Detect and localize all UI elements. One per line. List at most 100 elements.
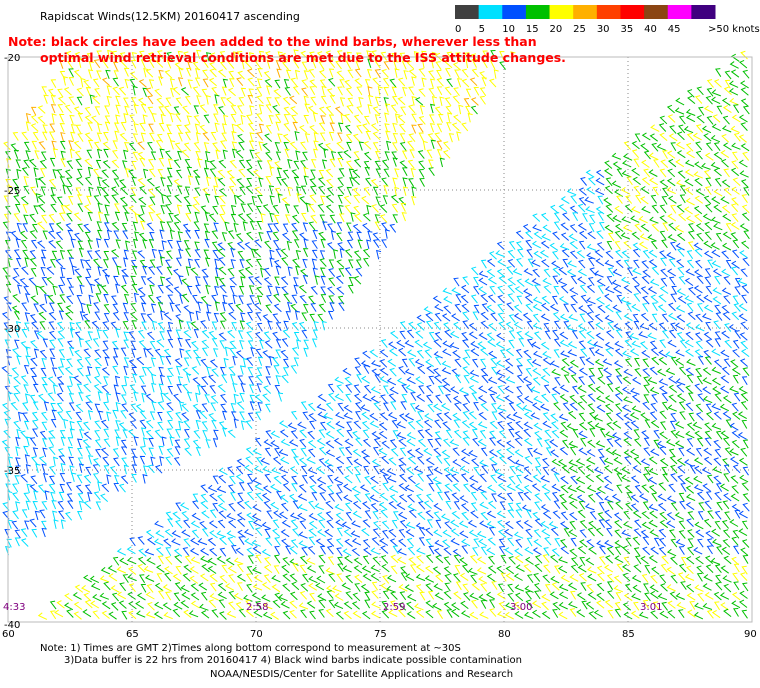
wind-barb: [5, 178, 11, 188]
wind-barb: [138, 574, 146, 584]
wind-barb: [270, 483, 280, 492]
wind-barb: [317, 204, 325, 213]
wind-barb: [614, 348, 624, 357]
wind-barb: [201, 421, 209, 430]
wind-barb: [505, 347, 514, 357]
wind-barb: [269, 166, 275, 176]
wind-barb: [345, 87, 353, 97]
wind-barb: [83, 383, 91, 393]
wind-barb: [207, 557, 217, 566]
wind-barb: [586, 330, 595, 340]
wind-barb: [577, 323, 587, 332]
wind-barb: [248, 52, 254, 62]
wind-barb: [558, 591, 569, 600]
wind-barb: [460, 473, 469, 482]
wind-barb: [292, 500, 299, 510]
wind-barb: [729, 61, 739, 69]
wind-barb: [249, 221, 255, 231]
wind-barb: [421, 77, 427, 88]
wind-barb: [446, 51, 453, 61]
wind-barb: [578, 187, 587, 196]
wind-barb: [510, 51, 516, 61]
wind-barb: [506, 483, 516, 492]
wind-barb: [588, 367, 596, 377]
wind-barb: [97, 202, 103, 213]
wind-barb: [316, 403, 326, 412]
wind-barb: [698, 106, 705, 116]
wind-barb: [587, 591, 597, 600]
wind-barb: [197, 158, 203, 168]
wind-barb: [472, 311, 479, 321]
wind-barb: [49, 123, 56, 133]
wind-barb: [245, 608, 254, 618]
wind-barb: [102, 349, 110, 358]
wind-barb: [245, 456, 254, 465]
wind-barb: [568, 493, 578, 502]
wind-barb: [151, 112, 157, 123]
wind-barb: [209, 530, 218, 539]
wind-barb: [739, 250, 748, 259]
wind-barb: [287, 266, 293, 277]
wind-barb: [6, 538, 12, 548]
wind-barb: [160, 392, 166, 403]
wind-barb: [559, 313, 570, 322]
wind-barb: [94, 403, 100, 413]
wind-barb: [48, 302, 55, 312]
wind-barb: [639, 341, 648, 350]
wind-barb: [181, 403, 189, 413]
wind-barb: [470, 294, 478, 304]
wind-barb: [643, 384, 650, 394]
wind-barb: [479, 501, 489, 510]
wind-barb: [351, 601, 360, 610]
wind-barb: [303, 175, 309, 186]
wind-barb: [53, 519, 59, 529]
wind-barb: [370, 573, 380, 581]
wind-barb: [722, 529, 731, 538]
wind-barb: [76, 295, 82, 304]
wind-barb: [684, 178, 694, 187]
wind-barb: [616, 375, 623, 384]
wind-barb: [684, 186, 694, 196]
wind-barb: [539, 403, 550, 411]
wind-barb: [15, 321, 22, 331]
wind-barb: [31, 140, 37, 150]
wind-barb: [181, 149, 190, 158]
wind-barb: [428, 375, 435, 385]
wind-barb: [212, 438, 219, 448]
legend-swatch: [573, 5, 598, 19]
wind-barb: [47, 376, 56, 385]
wind-barb: [542, 351, 552, 359]
wind-barb: [706, 609, 714, 619]
wind-barb: [48, 465, 56, 475]
wind-barb: [443, 467, 453, 476]
wind-barb: [104, 115, 111, 125]
wind-barb: [387, 412, 398, 420]
wind-barb: [571, 330, 579, 339]
wind-barb: [693, 547, 703, 555]
wind-barb: [352, 500, 362, 510]
wind-barb: [143, 168, 149, 179]
wind-barb: [194, 77, 201, 87]
wind-barb: [534, 501, 541, 511]
wind-barb: [531, 483, 541, 492]
wind-barb: [352, 187, 361, 197]
wind-barb: [353, 458, 363, 467]
wind-barb: [250, 347, 256, 357]
wind-barb: [738, 313, 748, 322]
wind-barb: [21, 328, 28, 338]
wind-barb: [146, 331, 155, 341]
wind-barb: [353, 565, 363, 574]
wind-barb: [504, 611, 514, 620]
wind-barb: [337, 563, 344, 572]
wind-barb: [58, 455, 66, 464]
wind-barb: [343, 149, 352, 159]
wind-barb: [678, 520, 686, 530]
wind-barb: [621, 474, 631, 483]
wind-barb: [613, 575, 622, 584]
wind-barb: [168, 213, 174, 222]
wind-barb: [275, 265, 281, 276]
wind-barb: [587, 257, 595, 267]
wind-barb: [553, 338, 561, 348]
wind-barb: [59, 294, 66, 303]
wind-barb: [13, 376, 21, 385]
